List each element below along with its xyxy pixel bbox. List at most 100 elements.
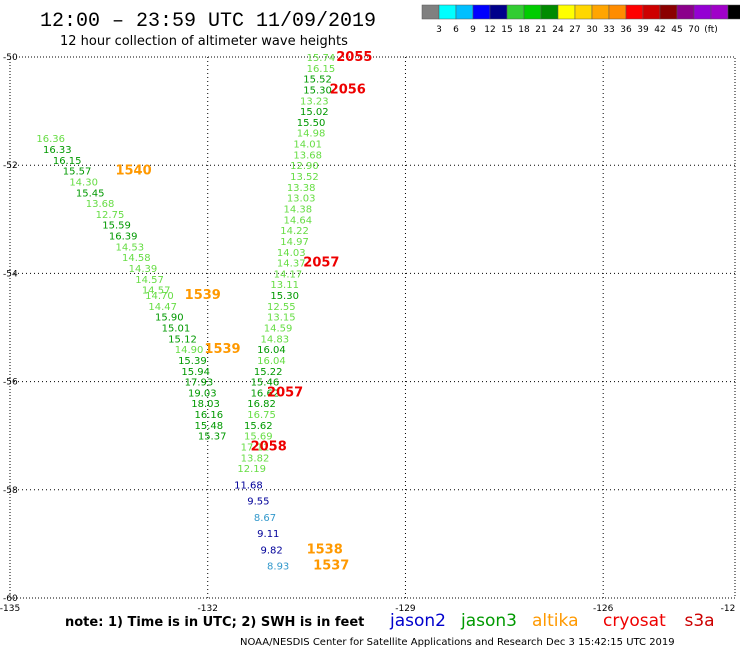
legend-altika: altika	[532, 611, 579, 631]
wave-height-value: 14.39	[129, 264, 158, 275]
wave-height-value: 15.50	[297, 118, 326, 129]
wave-height-value: 14.30	[69, 177, 98, 188]
color-swatch	[540, 4, 559, 20]
wave-height-value: 15.01	[162, 324, 191, 335]
wave-height-value: 15.90	[155, 313, 184, 324]
color-swatch	[557, 4, 576, 20]
wave-height-value: 14.22	[280, 226, 309, 237]
color-scale-label: 21	[535, 25, 546, 35]
wave-height-value: 15.94	[181, 367, 210, 378]
plot-frame	[9, 56, 736, 599]
wave-height-value: 16.75	[247, 410, 276, 421]
color-swatch	[489, 4, 508, 20]
wave-height-value: 14.37	[277, 259, 306, 270]
legend-jason3: jason3	[460, 611, 517, 631]
color-scale-label: 39	[637, 25, 649, 35]
wave-height-value: 8.67	[254, 513, 276, 524]
wave-height-value: 14.98	[297, 129, 326, 140]
wave-height-value: 13.38	[287, 183, 316, 194]
color-scale-label: 12	[484, 25, 495, 35]
wave-height-value: 14.83	[260, 334, 289, 345]
wave-height-value: 15.62	[244, 421, 273, 432]
wave-height-value: 14.70	[145, 291, 174, 302]
wave-height-value: 14.58	[122, 253, 151, 264]
wave-height-value: 15.37	[198, 432, 227, 443]
footer-note: note: 1) Time is in UTC; 2) SWH is in fe…	[65, 615, 364, 630]
wave-height-value: 16.16	[195, 410, 224, 421]
wave-height-value: 18.03	[191, 399, 220, 410]
wave-height-value: 14.01	[293, 140, 322, 151]
color-swatch	[676, 4, 695, 20]
wave-height-value: 13.52	[290, 172, 319, 183]
wave-height-value: 12.90	[290, 161, 319, 172]
color-scale-label: 9	[470, 25, 476, 35]
y-tick-label: -54	[3, 269, 18, 279]
wave-height-value: 13.23	[300, 96, 329, 107]
wave-height-value: 15.59	[102, 221, 131, 232]
wave-height-value: 14.57	[142, 286, 171, 297]
wave-height-value: 14.17	[274, 269, 303, 280]
pass-time-label: 1539	[185, 288, 221, 303]
axis-tick-labels: -135-132-129-126-123-12-50-52-54-56-58-6…	[0, 53, 736, 614]
wave-height-value: 15.02	[300, 107, 329, 118]
wave-height-value: 13.82	[241, 453, 270, 464]
wave-height-value: 12.19	[237, 464, 266, 475]
wave-height-value: 15.52	[303, 75, 332, 86]
pass-time-label: 2057	[267, 385, 303, 400]
color-scale-labels: 3 6 9 12 15 18 21 24 27 30 33 36 39 42 45 70 (ft)	[436, 25, 718, 35]
color-swatch	[523, 4, 542, 20]
wave-height-value: 16.04	[257, 356, 286, 367]
wave-height-value: 12.55	[267, 302, 296, 313]
color-swatch	[608, 4, 627, 20]
wave-height-value: 12.75	[96, 210, 125, 221]
wave-height-value: 14.03	[277, 248, 306, 259]
color-swatch	[659, 4, 678, 20]
wave-height-value: 15.46	[251, 378, 280, 389]
wave-height-value: 14.57	[135, 275, 164, 286]
color-scale-label: 33	[603, 25, 614, 35]
color-scale-label: 30	[586, 25, 598, 35]
wave-height-value: 14.59	[264, 324, 293, 335]
wave-height-value: 17.11	[241, 443, 270, 454]
legend-jason2: jason2	[389, 611, 446, 631]
wave-height-value: 8.93	[267, 562, 289, 573]
color-scale-label: 27	[569, 25, 580, 35]
wave-height-value: 14.53	[115, 242, 144, 253]
pass-time-label: 2055	[336, 50, 372, 65]
pass-time-label: 1538	[307, 542, 343, 557]
color-swatch	[693, 4, 712, 20]
x-tick-label: -12	[721, 604, 736, 614]
wave-height-value: 11.68	[234, 480, 263, 491]
wave-height-value: 17.93	[185, 378, 214, 389]
color-scale-label: 42	[654, 25, 665, 35]
pass-time-label: 2057	[303, 256, 339, 271]
x-tick-label: -129	[395, 604, 416, 614]
wave-height-value: 16.33	[43, 145, 72, 156]
color-scale-bar	[421, 4, 740, 20]
footer-credit: NOAA/NESDIS Center for Satellite Applica…	[240, 637, 675, 648]
pass-time-label: 1537	[313, 559, 349, 574]
wave-height-value: 14.64	[284, 215, 313, 226]
color-scale-label: (ft)	[704, 25, 718, 35]
wave-height-value: 9.55	[247, 497, 269, 508]
wave-height-value: 13.68	[293, 150, 322, 161]
wave-height-value: 15.30	[303, 85, 332, 96]
wave-height-value: 16.04	[257, 345, 286, 356]
plot-grid	[9, 56, 736, 599]
pass-time-label: 1540	[115, 164, 151, 179]
color-scale-label: 24	[552, 25, 564, 35]
color-swatch	[421, 4, 440, 20]
color-swatch	[506, 4, 525, 20]
wave-height-value: 15.74	[307, 53, 336, 64]
wave-height-value: 15.22	[254, 367, 283, 378]
color-scale-label: 6	[453, 25, 459, 35]
wave-height-value: 16.62	[251, 388, 280, 399]
pass-time-label: 2056	[330, 82, 366, 97]
wave-height-value: 15.39	[178, 356, 207, 367]
y-tick-label: -60	[3, 594, 18, 604]
satellite-legend: jason2 jason3 altika cryosat s3a	[389, 611, 715, 631]
wave-height-value: 14.97	[280, 237, 309, 248]
color-scale-label: 3	[436, 25, 442, 35]
color-swatch	[472, 4, 491, 20]
